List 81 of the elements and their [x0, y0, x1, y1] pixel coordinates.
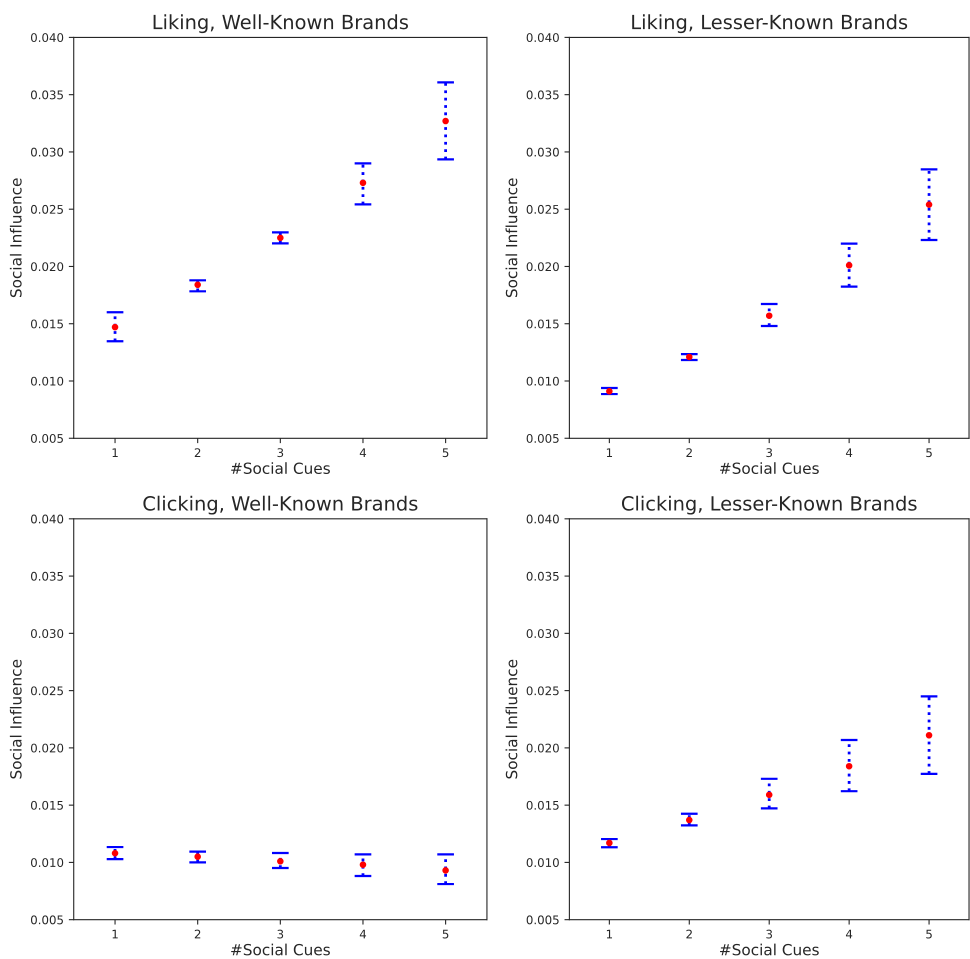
x-tick-label: 2 — [686, 930, 692, 938]
x-tick-label: 2 — [194, 930, 200, 938]
y-tick-label: 0.025 — [30, 686, 63, 696]
y-tick-label: 0.035 — [526, 90, 559, 100]
x-tick-label: 5 — [926, 930, 932, 939]
x-axis-title: #Social Cues — [720, 944, 819, 956]
chart-title: Clicking, Well-Known Brands — [143, 496, 418, 515]
x-tick-label: 5 — [926, 448, 932, 458]
point — [277, 234, 284, 242]
chart-title: Liking, Well-Known Brands — [154, 14, 408, 34]
point — [926, 732, 932, 739]
y-tick-label: 0.040 — [526, 33, 559, 42]
y-tick-label: 0.005 — [30, 915, 63, 924]
x-axis-title: #Social Cues — [231, 462, 330, 474]
y-tick-label: 0.035 — [30, 572, 63, 581]
x-tick-label: 2 — [686, 448, 692, 457]
y-tick-label: 0.005 — [526, 915, 559, 924]
point — [846, 262, 852, 269]
x-tick-label: 3 — [766, 930, 772, 939]
x-tick-label: 3 — [766, 448, 772, 458]
y-tick-label: 0.010 — [526, 858, 559, 868]
x-tick-label: 3 — [277, 448, 284, 458]
point — [360, 180, 366, 186]
x-tick-label: 4 — [846, 448, 852, 457]
y-tick-label: 0.030 — [30, 148, 64, 157]
y-tick-label: 0.040 — [30, 33, 64, 42]
y-tick-label: 0.015 — [526, 800, 559, 810]
point — [926, 201, 932, 208]
y-axis-title: Social Influence — [506, 178, 518, 298]
y-tick-label: 0.015 — [30, 800, 63, 810]
point — [442, 867, 449, 874]
y-tick-label: 0.010 — [30, 376, 64, 386]
y-tick-label: 0.005 — [526, 434, 559, 443]
point — [766, 792, 772, 798]
y-tick-label: 0.020 — [30, 262, 64, 272]
point — [112, 324, 118, 330]
y-tick-label: 0.010 — [30, 858, 64, 868]
x-tick-label: 2 — [194, 448, 200, 457]
x-tick-label: 4 — [360, 930, 366, 938]
point — [277, 858, 284, 865]
point — [766, 312, 772, 319]
chart-title: Clicking, Lesser-Known Brands — [622, 496, 917, 515]
x-tick-label: 4 — [360, 448, 366, 457]
y-tick-label: 0.025 — [526, 204, 559, 214]
y-tick-label: 0.030 — [30, 629, 64, 638]
y-tick-label: 0.030 — [526, 629, 559, 638]
x-axis-title: #Social Cues — [720, 462, 819, 474]
point — [442, 118, 449, 124]
x-tick-label: 3 — [277, 930, 284, 939]
point — [194, 282, 201, 288]
x-tick-label: 4 — [846, 930, 852, 938]
point — [360, 861, 366, 868]
y-tick-label: 0.030 — [526, 148, 559, 157]
y-tick-label: 0.025 — [30, 204, 63, 214]
point — [194, 853, 201, 860]
y-tick-label: 0.020 — [526, 262, 559, 272]
y-tick-label: 0.040 — [526, 514, 559, 524]
x-axis-title: #Social Cues — [231, 944, 330, 956]
y-tick-label: 0.010 — [526, 376, 559, 386]
x-tick-label: 1 — [112, 448, 118, 457]
y-axis-title: Social Influence — [506, 660, 518, 779]
point — [686, 816, 693, 824]
y-axis-title: Social Influence — [10, 178, 22, 298]
x-tick-label: 1 — [606, 930, 612, 938]
y-tick-label: 0.035 — [526, 572, 559, 581]
x-tick-label: 5 — [442, 448, 448, 458]
y-tick-label: 0.020 — [30, 744, 64, 753]
x-tick-label: 5 — [442, 930, 448, 939]
y-tick-label: 0.040 — [30, 514, 64, 524]
point — [112, 850, 118, 857]
y-tick-label: 0.025 — [526, 686, 559, 696]
y-tick-label: 0.005 — [30, 434, 63, 443]
y-tick-label: 0.015 — [526, 319, 559, 328]
x-tick-label: 1 — [606, 448, 612, 457]
y-tick-label: 0.020 — [526, 744, 559, 753]
y-axis-title: Social Influence — [10, 660, 22, 779]
y-tick-label: 0.015 — [30, 319, 63, 328]
chart-title: Liking, Lesser-Known Brands — [632, 14, 908, 34]
x-tick-label: 1 — [112, 930, 118, 938]
point — [846, 762, 852, 770]
y-tick-label: 0.035 — [30, 90, 63, 100]
